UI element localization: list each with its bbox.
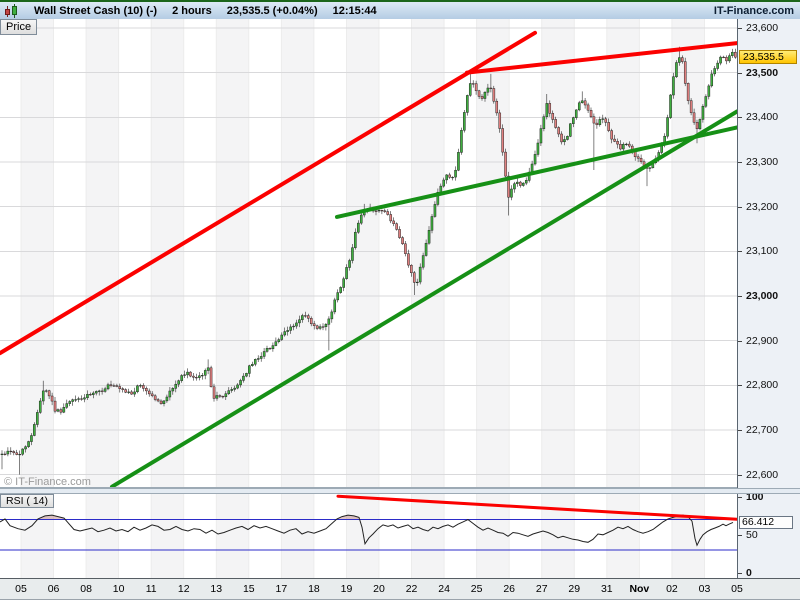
time-axis-label: 25	[470, 583, 483, 595]
time-axis-label: 10	[112, 583, 125, 595]
time-axis-label: 29	[568, 583, 581, 595]
price-axis-tick	[738, 117, 742, 119]
last-price-change: 23,535.5 (+0.04%)	[226, 4, 318, 17]
time-axis-label: 02	[666, 583, 678, 595]
watermark: © IT-Finance.com	[4, 476, 91, 488]
tab-rsi[interactable]: RSI ( 14)	[0, 494, 55, 508]
price-axis-tick	[738, 161, 742, 163]
price-axis-tick	[738, 295, 742, 297]
price-axis-label: 23,300	[746, 155, 779, 168]
time-axis-label: 15	[242, 583, 255, 595]
time-axis-label: Nov	[629, 583, 650, 595]
candlestick-icon	[4, 3, 19, 18]
time-axis-label: 05	[15, 583, 27, 595]
timeframe-label: 2 hours	[172, 4, 212, 17]
time-axis-label: 08	[80, 583, 92, 595]
price-axis-tick	[738, 429, 742, 431]
time-axis-label: 22	[405, 583, 418, 595]
time-axis-label: 27	[535, 583, 548, 595]
rsi-axis-label: 100	[746, 491, 764, 503]
right-axis-background[interactable]	[737, 19, 800, 578]
rsi-axis-tick	[738, 497, 742, 498]
price-axis-tick	[738, 27, 742, 29]
last-price-marker: 23,535.5	[739, 49, 797, 64]
time-axis-label: 19	[340, 583, 353, 595]
price-axis-label: 23,600	[746, 21, 779, 34]
price-axis-label: 22,900	[746, 334, 779, 347]
time-axis-label: 18	[308, 583, 320, 595]
time-axis-label: 20	[373, 583, 385, 595]
price-axis-tick	[738, 72, 742, 74]
price-axis-label: 23,200	[746, 200, 779, 213]
time-axis-label: 17	[275, 583, 288, 595]
price-chart-canvas[interactable]	[0, 19, 737, 488]
time-axis-label: 06	[47, 583, 60, 595]
price-axis-label: 23,400	[746, 111, 779, 124]
price-axis-label: 23,000	[746, 289, 779, 302]
price-axis-label: 22,800	[746, 379, 779, 392]
rsi-value-marker: 66.412	[739, 515, 793, 529]
time-axis-label: 31	[600, 583, 613, 595]
time-axis-label: 24	[438, 583, 450, 595]
price-axis-label: 23,100	[746, 245, 779, 258]
price-axis-label: 23,500	[746, 66, 779, 79]
time-axis[interactable]: 05 06 08 10 11 12 13 15 17 18 19 20 22 24 25 26 27 29 31 No…	[0, 578, 800, 600]
time-axis-label: 11	[145, 583, 157, 595]
time-axis-label: 13	[210, 583, 223, 595]
price-axis-tick	[738, 206, 742, 208]
rsi-chart-canvas[interactable]	[0, 494, 737, 578]
rsi-axis-tick	[738, 572, 742, 574]
time-axis-label: 05	[731, 583, 743, 595]
rsi-axis-tick	[738, 534, 742, 536]
time-axis-label: 12	[177, 583, 190, 595]
price-axis-label: 22,700	[746, 423, 779, 436]
price-axis-tick	[738, 251, 742, 253]
price-axis-label: 22,600	[746, 468, 779, 481]
price-axis-tick	[738, 385, 742, 387]
panel-splitter[interactable]	[0, 488, 800, 494]
rsi-axis-label: 0	[746, 566, 752, 579]
price-axis-tick	[738, 340, 742, 342]
rsi-axis-label: 50	[746, 528, 758, 541]
tab-price[interactable]: Price	[0, 19, 38, 35]
time-axis-label: 03	[698, 583, 711, 595]
titlebar: Wall Street Cash (10) (-) 2 hours 23,535…	[0, 0, 800, 19]
price-axis-tick	[738, 474, 742, 476]
instrument-name: Wall Street Cash (10) (-)	[34, 4, 158, 17]
brand-link[interactable]: IT-Finance.com	[713, 4, 794, 17]
time-axis-label: 26	[503, 583, 516, 595]
clock: 12:15:44	[332, 4, 377, 17]
